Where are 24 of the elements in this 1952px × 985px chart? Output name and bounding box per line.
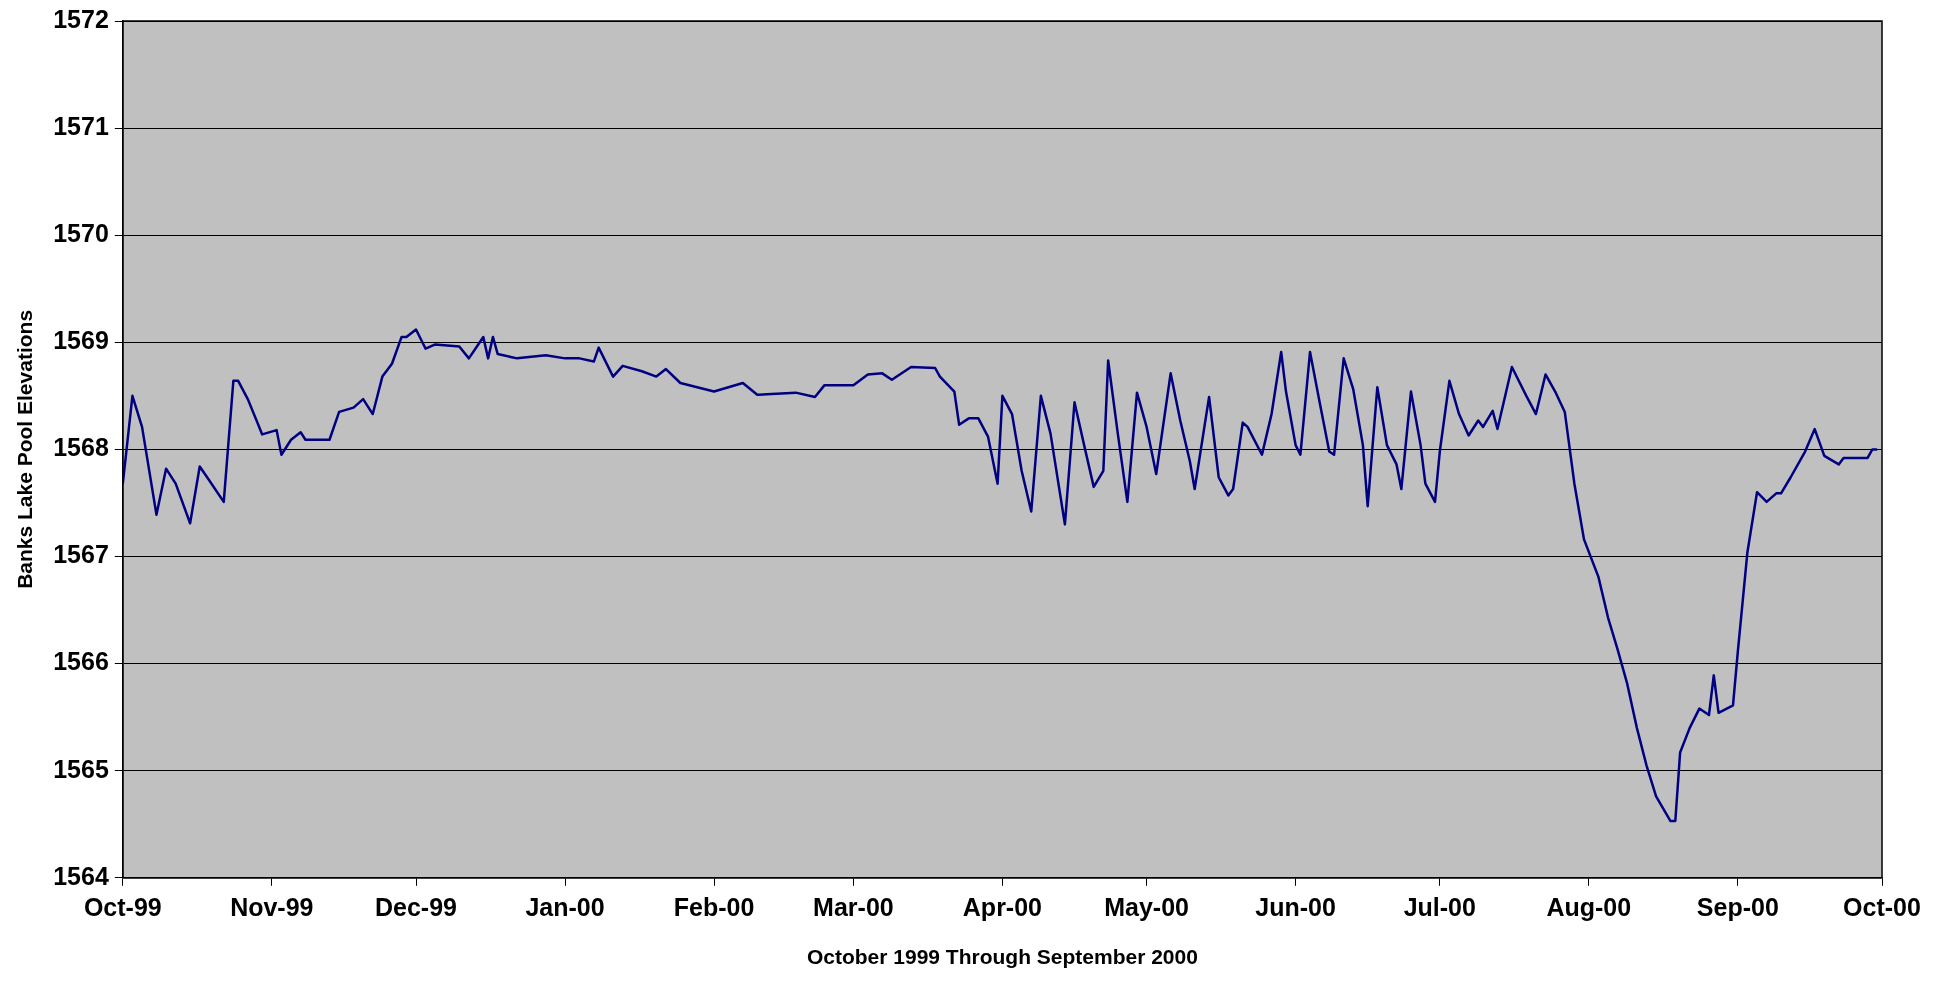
y-tick-label: 1565: [53, 754, 109, 783]
y-tick-label: 1569: [53, 326, 109, 355]
x-tick-label: Dec-99: [375, 892, 458, 921]
y-tick-label: 1564: [53, 861, 109, 890]
x-tick-label: Mar-00: [813, 892, 894, 921]
x-tick-label: Jul-00: [1403, 892, 1476, 921]
y-tick-label: 1567: [53, 540, 109, 569]
x-tick-label: Apr-00: [962, 892, 1042, 921]
y-axis-title: Banks Lake Pool Elevations: [13, 309, 37, 589]
x-tick-label: Sep-00: [1696, 892, 1779, 921]
x-tick-label: Jan-00: [525, 892, 605, 921]
x-tick-label: Nov-99: [230, 892, 314, 921]
x-tick-label: Oct-99: [83, 892, 162, 921]
y-tick-label: 1568: [53, 433, 109, 462]
x-tick-label: Feb-00: [673, 892, 755, 921]
y-tick-label: 1572: [53, 4, 109, 33]
y-tick-label: 1570: [53, 219, 109, 248]
x-tick-label: May-00: [1104, 892, 1189, 921]
x-tick-label: Jun-00: [1255, 892, 1336, 921]
y-tick-label: 1566: [53, 647, 109, 676]
x-tick-label: Oct-00: [1843, 892, 1921, 921]
y-tick-label: 1571: [53, 111, 109, 140]
x-axis-title: October 1999 Through September 2000: [806, 945, 1198, 969]
x-tick-label: Aug-00: [1546, 892, 1632, 921]
